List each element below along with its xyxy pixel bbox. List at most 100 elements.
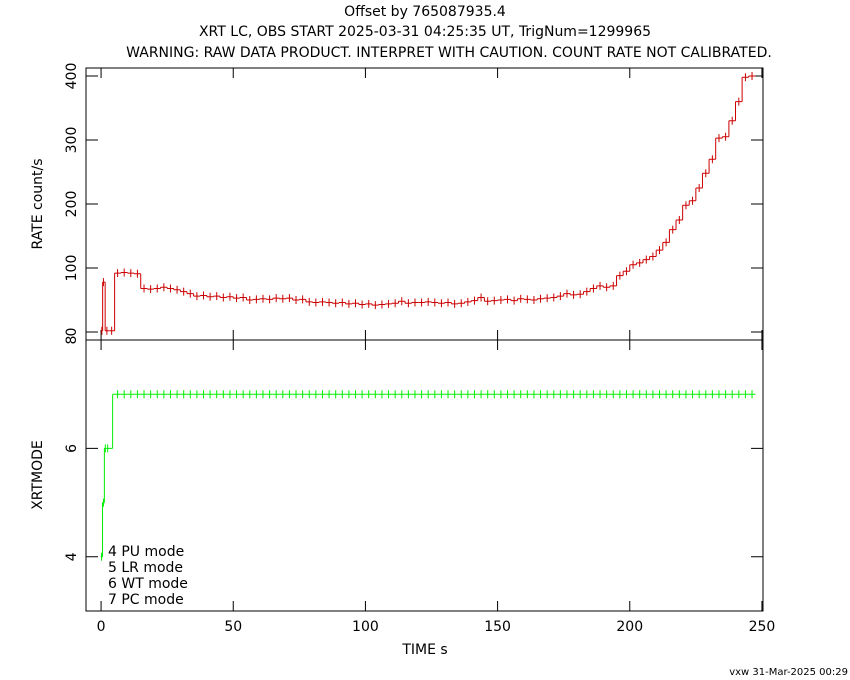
data-point — [715, 134, 723, 143]
legend-note: 7 PC mode — [108, 592, 184, 608]
data-point — [735, 97, 743, 106]
data-point — [332, 299, 339, 308]
data-point — [431, 390, 439, 399]
data-point — [338, 298, 346, 307]
warning: WARNING: RAW DATA PRODUCT. INTERPRET WIT… — [126, 45, 772, 61]
data-point — [484, 390, 491, 399]
data-point — [530, 390, 538, 399]
data-point — [358, 390, 366, 399]
data-point — [444, 298, 452, 307]
data-point — [173, 285, 181, 294]
data-point — [656, 390, 663, 399]
data-point — [391, 299, 399, 308]
data-point — [325, 298, 333, 307]
data-point — [213, 390, 221, 399]
data-point — [272, 294, 280, 303]
data-point — [616, 271, 624, 280]
data-point — [728, 116, 736, 125]
data-point — [484, 297, 491, 306]
data-point — [662, 238, 670, 247]
data-point — [286, 294, 293, 303]
data-point — [510, 296, 518, 305]
data-point — [253, 390, 260, 399]
data-point — [623, 390, 630, 399]
data-point — [418, 390, 425, 399]
data-point — [345, 299, 353, 308]
data-point — [193, 292, 201, 301]
data-point — [378, 300, 386, 309]
data-point — [233, 294, 240, 303]
data-point — [524, 295, 531, 304]
data-point — [332, 390, 339, 399]
data-point — [490, 390, 498, 399]
data-point — [140, 390, 148, 399]
legend-note: 4 PU mode — [108, 544, 184, 560]
data-point — [438, 299, 445, 308]
data-point — [451, 299, 458, 308]
chart-title: Offset by 765087935.4 — [344, 4, 506, 20]
data-point — [642, 390, 650, 399]
data-point — [206, 292, 214, 301]
bottom-frame — [85, 339, 764, 612]
legend-note: 5 LR mode — [108, 560, 183, 576]
data-point — [689, 390, 696, 399]
data-point — [319, 297, 326, 306]
data-point — [106, 444, 113, 453]
data-point — [372, 301, 379, 310]
x-tick-label: 0 — [97, 619, 106, 635]
data-point — [266, 295, 273, 304]
data-point — [186, 390, 194, 399]
y-axis-label: RATE count/s — [30, 158, 46, 249]
data-point — [213, 292, 221, 301]
data-point — [543, 390, 551, 399]
data-point — [583, 390, 591, 399]
footer: vxw 31-Mar-2025 00:29 — [729, 667, 848, 678]
data-point — [365, 390, 373, 399]
data-point — [358, 300, 366, 309]
data-point — [391, 390, 399, 399]
data-point — [629, 390, 637, 399]
data-point — [352, 299, 359, 308]
data-point — [305, 390, 313, 399]
data-point — [299, 295, 306, 304]
data-point — [272, 390, 280, 399]
data-point — [167, 390, 174, 399]
data-point — [173, 390, 181, 399]
data-point — [490, 296, 498, 305]
data-point — [682, 201, 690, 210]
data-point — [590, 390, 597, 399]
data-point — [398, 390, 406, 399]
data-point — [702, 390, 710, 399]
data-point — [239, 293, 247, 302]
data-point — [471, 390, 478, 399]
data-point — [517, 294, 525, 303]
data-point — [596, 281, 604, 290]
data-point — [497, 390, 505, 399]
data-point — [609, 390, 617, 399]
data-point — [537, 294, 544, 303]
x-tick-label: 100 — [352, 619, 379, 635]
x-tick-label: 200 — [616, 619, 643, 635]
x-tick-label: 150 — [484, 619, 511, 635]
data-point — [153, 284, 161, 293]
data-point — [411, 390, 419, 399]
data-point — [160, 390, 168, 399]
data-point — [662, 390, 670, 399]
y-tick-label: 200 — [64, 191, 80, 218]
data-point — [411, 298, 419, 307]
data-point — [623, 267, 630, 276]
data-point — [200, 291, 207, 300]
data-point — [550, 390, 558, 399]
step-riser — [102, 76, 750, 331]
data-point — [112, 390, 121, 399]
data-point — [550, 293, 558, 302]
data-point — [352, 390, 359, 399]
y-tick-label: 100 — [64, 255, 80, 282]
data-point — [206, 390, 214, 399]
data-point — [292, 390, 300, 399]
data-point — [709, 155, 716, 164]
y-tick-label: 400 — [64, 63, 80, 90]
data-point — [127, 269, 135, 278]
data-point — [557, 390, 564, 399]
data-point — [722, 132, 729, 141]
